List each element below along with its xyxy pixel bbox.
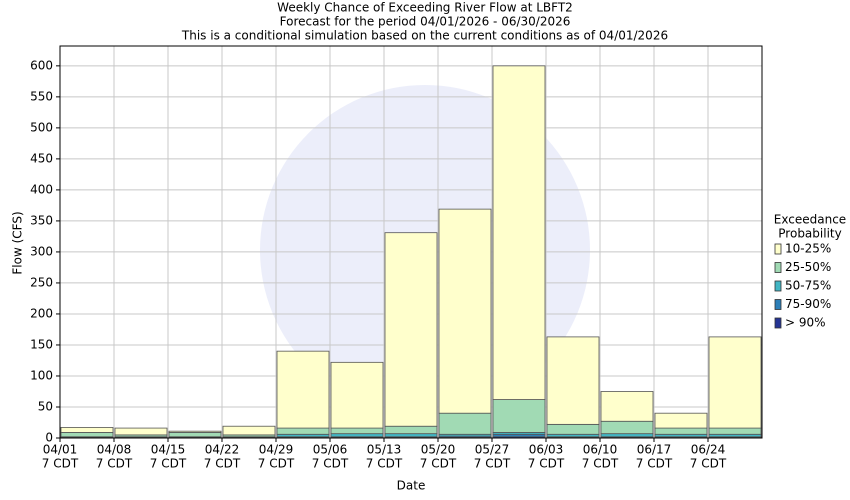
legend-title: Exceedance: [774, 213, 846, 227]
chart-title: Weekly Chance of Exceeding River Flow at…: [277, 1, 573, 15]
bar-segment: [330, 361, 384, 429]
y-tick-label: 550: [30, 89, 53, 103]
x-tick-label: 06/17: [637, 443, 672, 457]
bar-segment: [438, 412, 492, 435]
y-tick-label: 250: [30, 275, 53, 289]
y-tick-label: 100: [30, 368, 53, 382]
legend-swatch: [774, 280, 782, 292]
x-tick-label: 04/22: [205, 443, 240, 457]
plot-frame: [59, 45, 763, 439]
bar-segment: [384, 232, 438, 427]
y-tick-label: 500: [30, 120, 53, 134]
bar-segment: [654, 412, 708, 429]
y-tick-label: 400: [30, 182, 53, 196]
bar-segment: [654, 427, 708, 435]
bar-segment: [60, 427, 114, 433]
x-tick-label: 04/08: [97, 443, 132, 457]
legend-label: > 90%: [785, 316, 826, 330]
y-tick-label: 200: [30, 306, 53, 320]
y-tick-label: 150: [30, 337, 53, 351]
x-tick-sublabel: 7 CDT: [474, 457, 511, 471]
bar-segment: [492, 399, 546, 433]
chart-title: Forecast for the period 04/01/2026 - 06/…: [280, 15, 571, 29]
legend-label: 75-90%: [785, 297, 831, 311]
bar-segment: [492, 65, 546, 400]
bar-segment: [276, 350, 330, 429]
bar-segment: [708, 427, 762, 435]
x-tick-label: 05/27: [475, 443, 510, 457]
bar-segment: [708, 336, 762, 429]
x-tick-sublabel: 7 CDT: [582, 457, 619, 471]
bar-segment: [168, 430, 222, 433]
x-tick-sublabel: 7 CDT: [690, 457, 727, 471]
x-tick-sublabel: 7 CDT: [42, 457, 79, 471]
legend-swatch: [774, 262, 782, 273]
chart-title: This is a conditional simulation based o…: [181, 29, 668, 43]
y-tick-label: 50: [38, 399, 53, 413]
x-tick-sublabel: 7 CDT: [204, 457, 241, 471]
y-tick-label: 600: [30, 58, 53, 72]
x-tick-sublabel: 7 CDT: [150, 457, 187, 471]
x-tick-sublabel: 7 CDT: [366, 457, 403, 471]
x-axis-label: Date: [397, 479, 426, 493]
bar-segment: [546, 336, 600, 425]
legend-label: 10-25%: [785, 242, 831, 256]
bar-segment: [600, 433, 654, 438]
legend-title: Probability: [778, 227, 841, 241]
bar-segment: [276, 427, 330, 435]
x-tick-label: 06/03: [529, 443, 564, 457]
x-tick-label: 06/10: [583, 443, 618, 457]
bar-segment: [330, 427, 384, 435]
x-tick-sublabel: 7 CDT: [528, 457, 565, 471]
x-tick-label: 04/29: [259, 443, 294, 457]
bar-segment: [222, 425, 276, 436]
y-tick-label: 350: [30, 213, 53, 227]
x-tick-label: 05/13: [367, 443, 402, 457]
x-tick-label: 06/24: [691, 443, 726, 457]
y-tick-label: 450: [30, 151, 53, 165]
y-axis-label: Flow (CFS): [11, 211, 25, 274]
bar-segment: [438, 208, 492, 414]
bar-segment: [600, 420, 654, 435]
legend-swatch: [774, 299, 782, 310]
y-tick-label: 300: [30, 244, 53, 258]
x-tick-sublabel: 7 CDT: [420, 457, 457, 471]
bar-segment: [330, 433, 384, 438]
legend-swatch: [774, 317, 782, 329]
x-tick-sublabel: 7 CDT: [96, 457, 133, 471]
x-tick-label: 05/06: [313, 443, 348, 457]
bar-segment: [60, 432, 114, 438]
x-tick-label: 04/15: [151, 443, 186, 457]
bar-segment: [600, 391, 654, 422]
legend-swatch: [774, 243, 782, 255]
legend-label: 50-75%: [785, 279, 831, 293]
x-tick-label: 04/01: [43, 443, 78, 457]
y-tick-label: 0: [45, 431, 53, 445]
bar-segment: [384, 425, 438, 435]
bar-segment: [168, 432, 222, 438]
x-tick-sublabel: 7 CDT: [258, 457, 295, 471]
bar-segment: [114, 427, 168, 436]
x-tick-label: 05/20: [421, 443, 456, 457]
x-tick-sublabel: 7 CDT: [312, 457, 349, 471]
x-tick-sublabel: 7 CDT: [636, 457, 673, 471]
bar-segment: [546, 423, 600, 435]
legend-label: 25-50%: [785, 260, 831, 274]
bar-segment: [384, 433, 438, 438]
